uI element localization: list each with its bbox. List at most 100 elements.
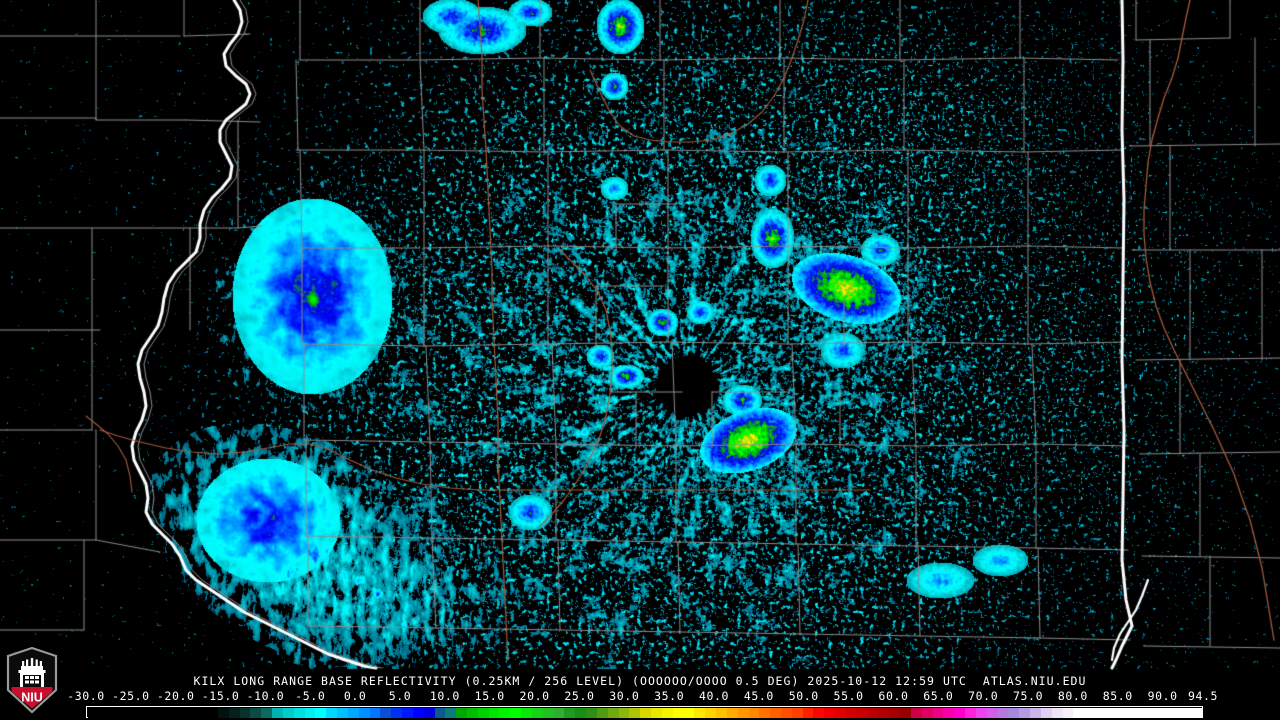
color-scale-segment (347, 708, 359, 718)
color-scale-segment (531, 708, 543, 718)
color-scale-segment (456, 708, 467, 718)
color-scale-segment (1116, 708, 1128, 718)
color-scale-tick-label: 65.0 (923, 689, 954, 703)
color-scale-tick-label: 20.0 (519, 689, 550, 703)
color-scale-segment (997, 708, 1009, 718)
color-scale-segment (813, 708, 825, 718)
color-scale-tick-label: 40.0 (698, 689, 730, 703)
color-scale-segment (1181, 708, 1193, 718)
color-scale-tick-label: 50.0 (788, 689, 819, 703)
color-scale-tick-label: -30.0 (67, 689, 105, 703)
color-scale-segment (120, 708, 132, 718)
color-scale-segment (445, 708, 457, 718)
color-scale-segment (986, 708, 998, 718)
color-scale-segment (185, 708, 197, 718)
color-scale-segment (131, 708, 143, 718)
color-scale-segment (629, 708, 641, 718)
color-scale-segment (943, 708, 955, 718)
color-scale-segment (499, 708, 511, 718)
niu-logo-text: NIU (21, 691, 43, 705)
color-scale-segment (759, 708, 771, 718)
color-scale-segment (575, 708, 587, 718)
color-scale-segment (845, 708, 857, 718)
color-scale-segment (596, 708, 608, 718)
color-scale-segment (1084, 708, 1096, 718)
color-scale-segment (910, 708, 922, 718)
color-scale-segment (932, 708, 944, 718)
color-scale-segment (640, 708, 652, 718)
color-scale-segment (402, 708, 413, 718)
color-scale-segment (542, 708, 554, 718)
color-scale-segment (466, 708, 478, 718)
color-scale-segment (315, 708, 327, 718)
color-scale-segment (391, 708, 403, 718)
color-scale-segment (98, 708, 110, 718)
color-scale-segment (337, 708, 348, 718)
color-scale-segment (1040, 708, 1052, 718)
color-scale-segment (705, 708, 717, 718)
color-scale-segment (412, 708, 424, 718)
color-scale-tick-label: 85.0 (1102, 689, 1133, 703)
color-scale-segment (239, 708, 251, 718)
color-scale-segment (88, 708, 99, 718)
color-scale-segment (304, 708, 316, 718)
color-scale-segment (510, 708, 522, 718)
color-scale-tick-label: -15.0 (201, 689, 240, 703)
color-scale-segment (434, 708, 446, 718)
color-scale-tick-label: 90.0 (1147, 689, 1178, 703)
color-scale-segment (261, 708, 273, 718)
color-scale-segment (716, 708, 727, 718)
color-scale-tick-label: -10.0 (246, 689, 285, 703)
color-scale-segment (152, 708, 164, 718)
color-scale-tick-label: 60.0 (878, 689, 909, 703)
color-scale-segment (423, 708, 435, 718)
color-scale-segment (737, 708, 749, 718)
color-scale-segment (954, 708, 966, 718)
color-scale-segment (369, 708, 381, 718)
color-scale-segment (867, 708, 879, 718)
color-scale-segment (586, 708, 597, 718)
color-scale-segment (358, 708, 370, 718)
color-scale-segment (1105, 708, 1117, 718)
color-scale-segment (282, 708, 294, 718)
color-scale: -30.0 -25.0 -20.0 -15.0 -10.0 -5.0 0.0 5.0 10.0 1… (0, 690, 1280, 720)
color-scale-tick-label: 70.0 (968, 689, 999, 703)
color-scale-tick-label: 10.0 (429, 689, 460, 703)
color-scale-segment (921, 708, 933, 718)
color-scale-tick-label: 15.0 (474, 689, 505, 703)
color-scale-tick-label: -25.0 (112, 689, 150, 703)
color-scale-segment (770, 708, 781, 718)
color-scale-segment (965, 708, 976, 718)
color-scale-segment (694, 708, 706, 718)
color-scale-segment (1159, 708, 1171, 718)
color-scale-segment (683, 708, 695, 718)
color-scale-segment (207, 708, 218, 718)
color-scale-tick-label: 94.5 (1187, 689, 1219, 703)
color-scale-segment (1149, 708, 1160, 718)
color-scale-segment (651, 708, 662, 718)
color-scale-segment (1170, 708, 1182, 718)
color-scale-segment (900, 708, 911, 718)
color-scale-tick-label: 55.0 (833, 689, 864, 703)
color-scale-segment (1062, 708, 1074, 718)
color-scale-tick-label: 75.0 (1012, 689, 1044, 703)
color-scale-labels: -30.0 -25.0 -20.0 -15.0 -10.0 -5.0 0.0 5.0 10.0 1… (0, 690, 1280, 704)
color-scale-segment (163, 708, 175, 718)
color-scale-segment (217, 708, 229, 718)
color-scale-segment (791, 708, 803, 718)
color-scale-segment (1019, 708, 1031, 718)
color-scale-tick-label: 0.0 (343, 689, 367, 703)
color-scale-segment (1127, 708, 1139, 718)
color-scale-segment (781, 708, 792, 718)
color-scale-bar (88, 708, 1204, 718)
color-scale-segment (661, 708, 673, 718)
color-scale-segment (380, 708, 392, 718)
color-scale-segment (228, 708, 240, 718)
color-scale-segment (1095, 708, 1106, 718)
color-scale-segment (1008, 708, 1020, 718)
color-scale-segment (1051, 708, 1063, 718)
color-scale-segment (326, 708, 338, 718)
color-scale-tick-label: 80.0 (1057, 689, 1088, 703)
color-scale-tick-label: 25.0 (564, 689, 595, 703)
color-scale-segment (477, 708, 489, 718)
